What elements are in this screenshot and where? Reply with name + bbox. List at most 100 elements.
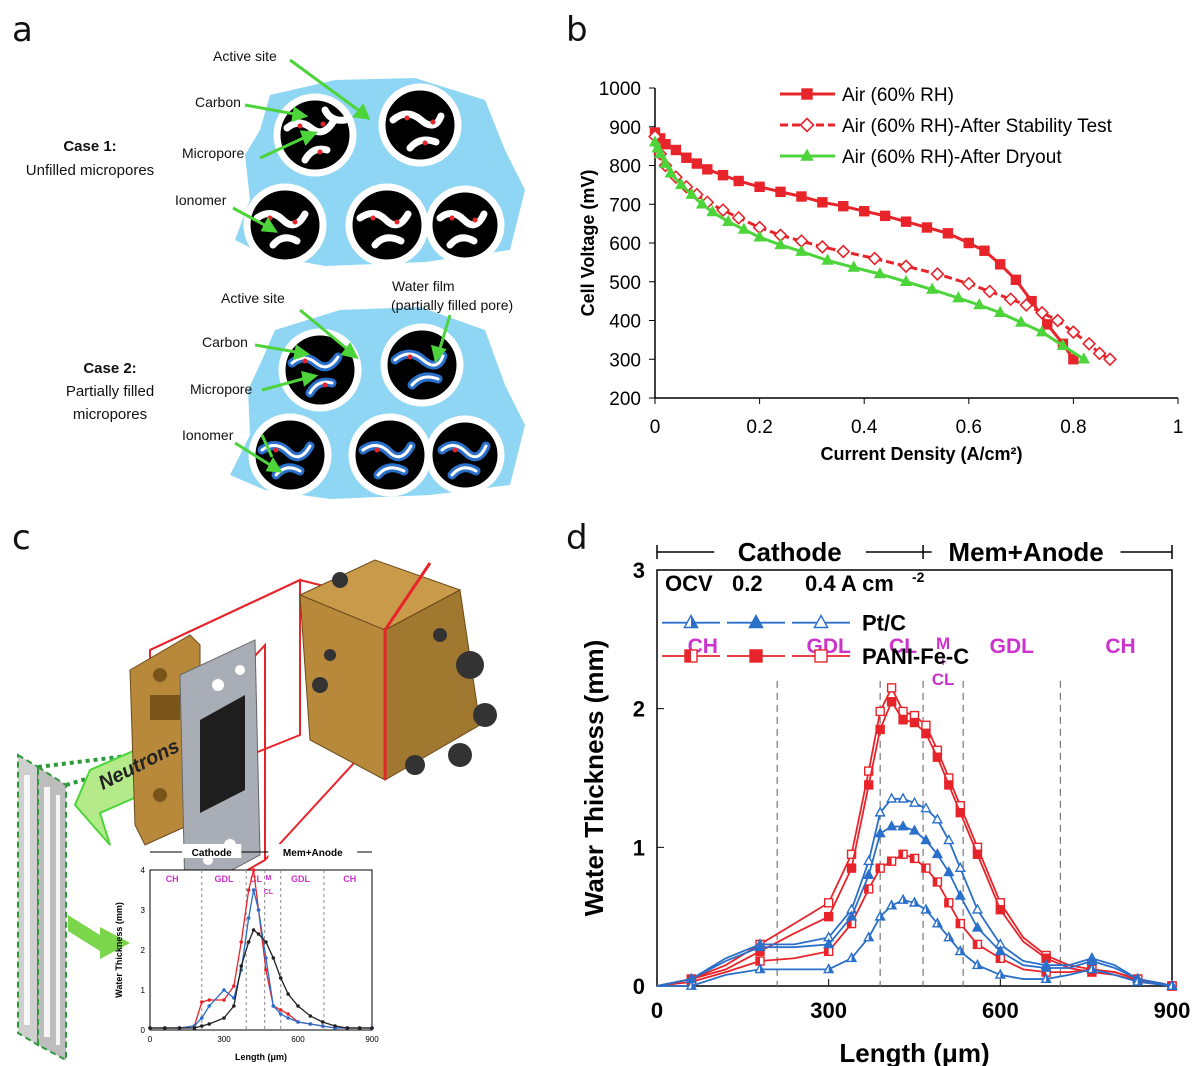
case2-subtitle-line1: Partially filled <box>65 383 155 400</box>
d-point <box>823 898 834 908</box>
b-point <box>836 244 851 259</box>
b-point <box>1068 354 1079 365</box>
d-series-2 <box>656 849 1177 991</box>
c-point <box>246 916 251 920</box>
panel-letter-d: d <box>566 518 588 558</box>
c-ytick-label: 3 <box>141 906 146 915</box>
c-header-cathode: Cathode <box>192 848 232 859</box>
c-region-label: CL <box>264 889 274 896</box>
d-point <box>931 848 943 859</box>
c-point <box>251 868 256 872</box>
b-point <box>716 203 730 218</box>
d-point-half <box>899 850 904 859</box>
c-point <box>222 988 226 992</box>
d-point <box>955 807 965 818</box>
d-plot-frame <box>656 569 1173 987</box>
c-point <box>286 1012 290 1016</box>
b-point <box>961 276 976 291</box>
b-point <box>654 147 667 159</box>
c-point <box>207 998 211 1002</box>
case1-micropores <box>253 106 488 249</box>
c-region-label: M <box>265 875 271 882</box>
fuel-cell-hardware-illustration <box>17 559 497 1060</box>
b-point <box>1082 336 1097 351</box>
d-legend-marker <box>749 649 763 663</box>
b-point <box>973 298 986 310</box>
c-header-mem-anode: Mem+Anode <box>283 848 343 859</box>
b-xtick-label: 0 <box>650 417 661 438</box>
case2-pointer-arrows <box>234 308 452 473</box>
d-point <box>932 752 943 762</box>
case1-title: Case 1: <box>63 138 117 155</box>
case1-illustration <box>232 58 525 267</box>
case2-title: Case 2: <box>83 360 137 377</box>
b-point <box>900 216 912 227</box>
b-point <box>685 187 698 199</box>
d-region-label: + <box>940 655 947 669</box>
d-point <box>921 728 931 739</box>
c-point <box>200 1024 204 1028</box>
d-ytick-label: 3 <box>633 558 645 583</box>
d-legend-row-1: PANI-Fe-C <box>662 644 969 669</box>
d-point <box>1040 961 1052 972</box>
d-point <box>931 813 943 824</box>
c-point <box>200 1016 204 1020</box>
b-legend-marker <box>799 117 815 133</box>
c-xtick-label: 600 <box>291 1035 305 1044</box>
d-xtick-label: 0 <box>651 998 663 1023</box>
c-point <box>357 1026 362 1030</box>
case2-label-micropore: Micropore <box>190 381 253 397</box>
b-point <box>821 253 834 265</box>
c-point <box>296 1004 300 1008</box>
d-ytick-label: 1 <box>633 835 645 860</box>
d-point-half <box>914 898 919 906</box>
c-point <box>308 1014 313 1018</box>
d-point-half <box>1091 964 1097 973</box>
d-point <box>921 720 931 731</box>
d-series-line-0 <box>656 685 1173 987</box>
d-ytick-label: 0 <box>633 974 645 999</box>
b-point <box>921 222 933 233</box>
b-ytick-label: 900 <box>609 118 641 139</box>
d-point <box>908 796 921 807</box>
d-legend-header: 0.4 A cm <box>805 571 894 596</box>
d-legend-marker <box>813 614 829 629</box>
case2-subtitle-line2: micropores <box>72 406 148 423</box>
d-point <box>845 910 858 921</box>
b-xtick-label: 1 <box>1173 417 1184 438</box>
c-point <box>232 1004 236 1008</box>
case2-label-ionomer: Ionomer <box>182 427 234 443</box>
d-point-half <box>1000 970 1005 979</box>
c-point <box>177 1026 182 1030</box>
b-legend-label: Air (60% RH)-After Stability Test <box>842 116 1113 137</box>
d-legend-header: 0.2 <box>732 571 763 596</box>
b-point <box>675 178 688 190</box>
d-series-5 <box>657 893 1178 990</box>
d-point-half <box>891 900 897 909</box>
c-xtick-label: 0 <box>148 1035 153 1044</box>
d-point <box>954 861 966 873</box>
b-point <box>963 237 974 249</box>
b-legend-marker <box>800 148 814 161</box>
b-point <box>706 205 719 217</box>
c-point <box>320 1024 325 1028</box>
c-point <box>246 888 251 892</box>
b-ytick-label: 300 <box>609 350 641 371</box>
chart-b: 200 300 400 500 600 700 800 900 1000 0 0.2 0.4 0.6 0.… <box>578 79 1184 464</box>
b-ylabel: Cell Voltage (mV) <box>578 170 598 317</box>
d-point-half <box>973 940 978 949</box>
b-point <box>1010 274 1022 286</box>
d-point <box>971 921 984 932</box>
d-xtick-label: 600 <box>982 998 1019 1023</box>
c-ytick-label: 1 <box>141 986 146 995</box>
c-point <box>308 1022 313 1026</box>
c-xtick-label: 900 <box>365 1035 379 1044</box>
b-point <box>930 267 945 281</box>
b-legend-item-0: Air (60% RH) <box>780 85 954 106</box>
b-point <box>1103 352 1117 367</box>
c-point <box>148 1026 152 1030</box>
d-legend-marker-half <box>691 615 698 628</box>
b-point <box>942 228 954 239</box>
d-point <box>874 827 886 838</box>
b-point <box>994 259 1006 270</box>
